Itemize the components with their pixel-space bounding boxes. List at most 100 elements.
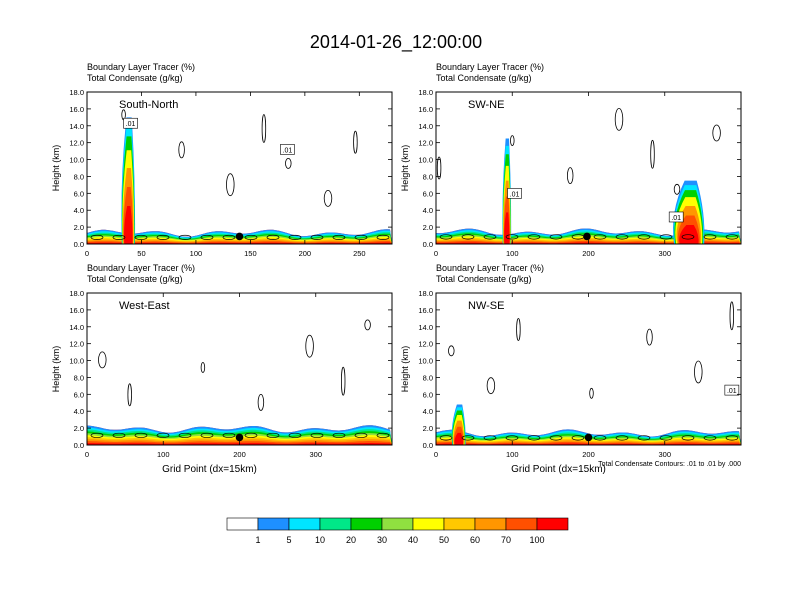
y-tick-label: 14.0 xyxy=(69,122,84,131)
condensate-contour xyxy=(226,173,235,197)
colorbar-label: 40 xyxy=(408,535,418,545)
condensate-label: Total Condensate (g/kg) xyxy=(87,274,183,284)
condensate-contour xyxy=(483,435,497,441)
contour-label-box xyxy=(724,384,740,396)
location-marker xyxy=(235,232,244,241)
y-axis-label: Height (km) xyxy=(400,346,410,393)
x-tick-label: 0 xyxy=(434,450,438,459)
x-tick-label: 300 xyxy=(658,249,671,258)
panel-title: NW-SE xyxy=(468,300,504,312)
location-marker xyxy=(583,232,591,241)
condensate-contour xyxy=(222,432,236,438)
contour-label-box xyxy=(123,117,138,129)
tracer-plume xyxy=(454,432,464,445)
y-tick-label: 2.0 xyxy=(74,424,84,433)
condensate-contour xyxy=(673,183,681,195)
y-tick-label: 14.0 xyxy=(418,122,433,131)
condensate-contour xyxy=(505,234,519,240)
contour-label: .01 xyxy=(126,121,136,128)
condensate-contour xyxy=(646,328,653,346)
y-tick-label: 4.0 xyxy=(423,407,433,416)
colorbar-swatch xyxy=(474,517,507,531)
condensate-contour xyxy=(659,234,673,240)
y-tick-label: 12.0 xyxy=(69,340,84,349)
contour-label: .01 xyxy=(727,388,737,395)
condensate-contour xyxy=(222,234,236,240)
condensate-contour xyxy=(505,435,519,441)
panel-3: 0.0 2.0 4.0 6.0 8.0 10.0 12.0 14.0 16.0 18.0 0 100 2… xyxy=(51,263,393,475)
condensate-contour xyxy=(615,234,629,240)
condensate-contour xyxy=(703,234,717,240)
y-tick-label: 14.0 xyxy=(418,323,433,332)
condensate-contour xyxy=(178,141,185,159)
colorbar-label: 70 xyxy=(501,535,511,545)
condensate-contour xyxy=(527,234,541,240)
y-tick-label: 18.0 xyxy=(69,289,84,298)
x-tick-label: 0 xyxy=(434,249,438,258)
contour-label: .01 xyxy=(283,147,293,154)
condensate-contour xyxy=(703,435,717,441)
figure-title: 2014-01-26_12:00:00 xyxy=(309,32,483,52)
y-tick-label: 4.0 xyxy=(74,407,84,416)
condensate-contour xyxy=(571,435,585,441)
contour-note: Total Condensate Contours: .01 to .01 by… xyxy=(598,461,741,468)
colorbar-label: 5 xyxy=(286,535,291,545)
condensate-contour xyxy=(593,234,607,240)
panel-4: .01 0.0 2.0 4.0 6.0 8.0 10.0 12.0 14.0 16.0 18.0 0 1… xyxy=(400,263,742,475)
y-tick-label: 16.0 xyxy=(418,306,433,315)
y-axis-label: Height (km) xyxy=(400,145,410,192)
condensate-contour xyxy=(261,114,267,143)
x-tick-label: 300 xyxy=(309,450,322,459)
condensate-contour xyxy=(341,366,346,396)
y-tick-label: 12.0 xyxy=(418,340,433,349)
condensate-contour xyxy=(305,334,314,358)
condensate-contour xyxy=(615,435,629,441)
condensate-contour xyxy=(729,301,734,331)
tracer-field xyxy=(436,108,741,244)
y-tick-label: 12.0 xyxy=(69,139,84,148)
plot-frame xyxy=(435,292,742,446)
condensate-contour xyxy=(486,377,496,395)
contour-label: .01 xyxy=(671,215,681,222)
condensate-contour xyxy=(244,432,258,438)
tracer-field xyxy=(87,319,392,445)
y-tick-label: 8.0 xyxy=(74,373,84,382)
condensate-contour xyxy=(266,432,280,438)
y-tick-label: 6.0 xyxy=(423,189,433,198)
colorbar-swatch xyxy=(257,517,290,531)
colorbar-label: 50 xyxy=(439,535,449,545)
tracer-plume xyxy=(124,206,133,244)
contour-label: .01 xyxy=(510,191,520,198)
condensate-contour xyxy=(527,435,541,441)
y-tick-label: 0.0 xyxy=(74,441,84,450)
colorbar-label: 100 xyxy=(529,535,544,545)
tracer-plume xyxy=(504,212,510,244)
colorbar-swatch xyxy=(505,517,538,531)
condensate-contour xyxy=(712,124,721,142)
x-tick-label: 100 xyxy=(190,249,203,258)
y-tick-label: 10.0 xyxy=(69,156,84,165)
y-tick-label: 2.0 xyxy=(423,424,433,433)
tracer-label: Boundary Layer Tracer (%) xyxy=(436,263,544,273)
x-tick-label: 250 xyxy=(353,249,366,258)
location-marker xyxy=(235,433,244,442)
condensate-contour xyxy=(461,435,475,441)
colorbar-swatch xyxy=(288,517,321,531)
condensate-contour xyxy=(659,435,673,441)
y-tick-label: 10.0 xyxy=(418,357,433,366)
colorbar-swatch xyxy=(381,517,414,531)
colorbar-label: 10 xyxy=(315,535,325,545)
condensate-contour xyxy=(681,435,695,441)
plot-frame xyxy=(86,292,393,446)
y-tick-label: 10.0 xyxy=(418,156,433,165)
x-axis-label: Grid Point (dx=15km) xyxy=(162,464,257,475)
y-tick-label: 18.0 xyxy=(69,88,84,97)
condensate-contour xyxy=(332,432,346,438)
condensate-contour xyxy=(461,234,475,240)
contour-label-box xyxy=(507,188,522,199)
condensate-contour xyxy=(725,435,739,441)
condensate-contour xyxy=(200,432,214,438)
condensate-contour xyxy=(614,108,624,131)
y-tick-label: 16.0 xyxy=(69,306,84,315)
tracer-label: Boundary Layer Tracer (%) xyxy=(436,62,544,72)
